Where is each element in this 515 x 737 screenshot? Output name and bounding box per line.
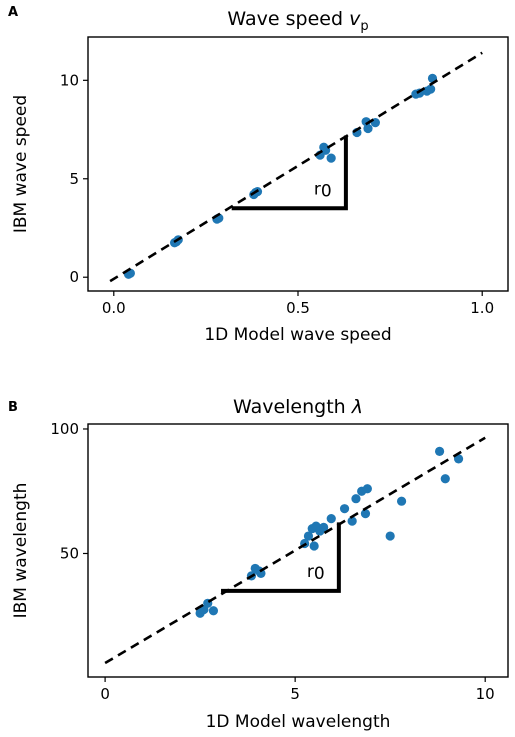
chart-title-text: Wavelength: [233, 396, 352, 418]
chart-title-subscript: p: [360, 19, 368, 34]
panel-B: B Wavelength λ 0 5 10 50 100 1D Model wavelengt…: [8, 396, 509, 732]
data-point: [453, 454, 464, 464]
slope-label: r0: [307, 562, 325, 584]
slope-label: r0: [314, 179, 332, 201]
y-axis-label: IBM wavelength: [11, 483, 31, 619]
data-point: [363, 123, 373, 134]
panel-A: A Wave speed vp 0.0 0.5 1.0 0 5 10 1D Model wave…: [8, 5, 509, 345]
data-point: [256, 568, 266, 579]
data-point: [440, 474, 450, 484]
axes-frame: [87, 423, 509, 678]
data-point: [347, 516, 357, 526]
data-point: [309, 541, 319, 551]
chart-title: Wavelength λ: [233, 396, 363, 418]
data-point: [362, 484, 372, 494]
y-tick-label: 5: [69, 170, 79, 188]
y-tick-label: 0: [69, 268, 79, 286]
x-tick-label: 5: [290, 685, 300, 703]
data-point: [360, 509, 371, 519]
data-point: [208, 606, 219, 616]
y-tick-label: 100: [50, 420, 79, 438]
slope-label-subscript: 0: [321, 181, 332, 201]
chart-title-symbol: λ: [351, 396, 363, 418]
scatter-points: [195, 446, 464, 618]
data-point: [396, 496, 407, 506]
panel-letter: A: [8, 5, 18, 20]
data-point: [303, 531, 314, 541]
x-tick-label: 0.5: [286, 299, 310, 317]
slope-triangle: [221, 522, 341, 593]
x-tick-label: 0.0: [102, 299, 126, 317]
x-axis-label: 1D Model wavelength: [206, 712, 391, 732]
y-tick-label: 10: [60, 71, 79, 89]
fit-line: [104, 436, 486, 665]
chart-title-symbol: v: [349, 8, 361, 30]
x-tick-label: 0: [100, 685, 110, 703]
slope-label-text: r: [307, 562, 314, 582]
data-point: [326, 514, 336, 524]
data-point: [339, 504, 350, 514]
y-axis-label: IBM wave speed: [11, 95, 31, 233]
data-point: [319, 522, 329, 532]
x-tick-label: 10: [476, 685, 495, 703]
data-point: [434, 446, 445, 456]
y-tick-label: 50: [60, 544, 79, 562]
slope-label-text: r: [314, 179, 321, 199]
fit-line: [109, 51, 483, 283]
data-point: [385, 531, 395, 541]
x-axis-label: 1D Model wave speed: [204, 325, 391, 345]
data-point: [351, 494, 361, 504]
x-tick-label: 1.0: [470, 299, 494, 317]
data-point: [326, 153, 336, 163]
data-point: [426, 84, 436, 94]
panel-letter: B: [8, 400, 18, 415]
chart-title-text: Wave speed: [227, 8, 349, 30]
slope-label-subscript: 0: [314, 564, 325, 584]
slope-triangle: [231, 135, 348, 211]
chart-title: Wave speed vp: [227, 8, 368, 34]
